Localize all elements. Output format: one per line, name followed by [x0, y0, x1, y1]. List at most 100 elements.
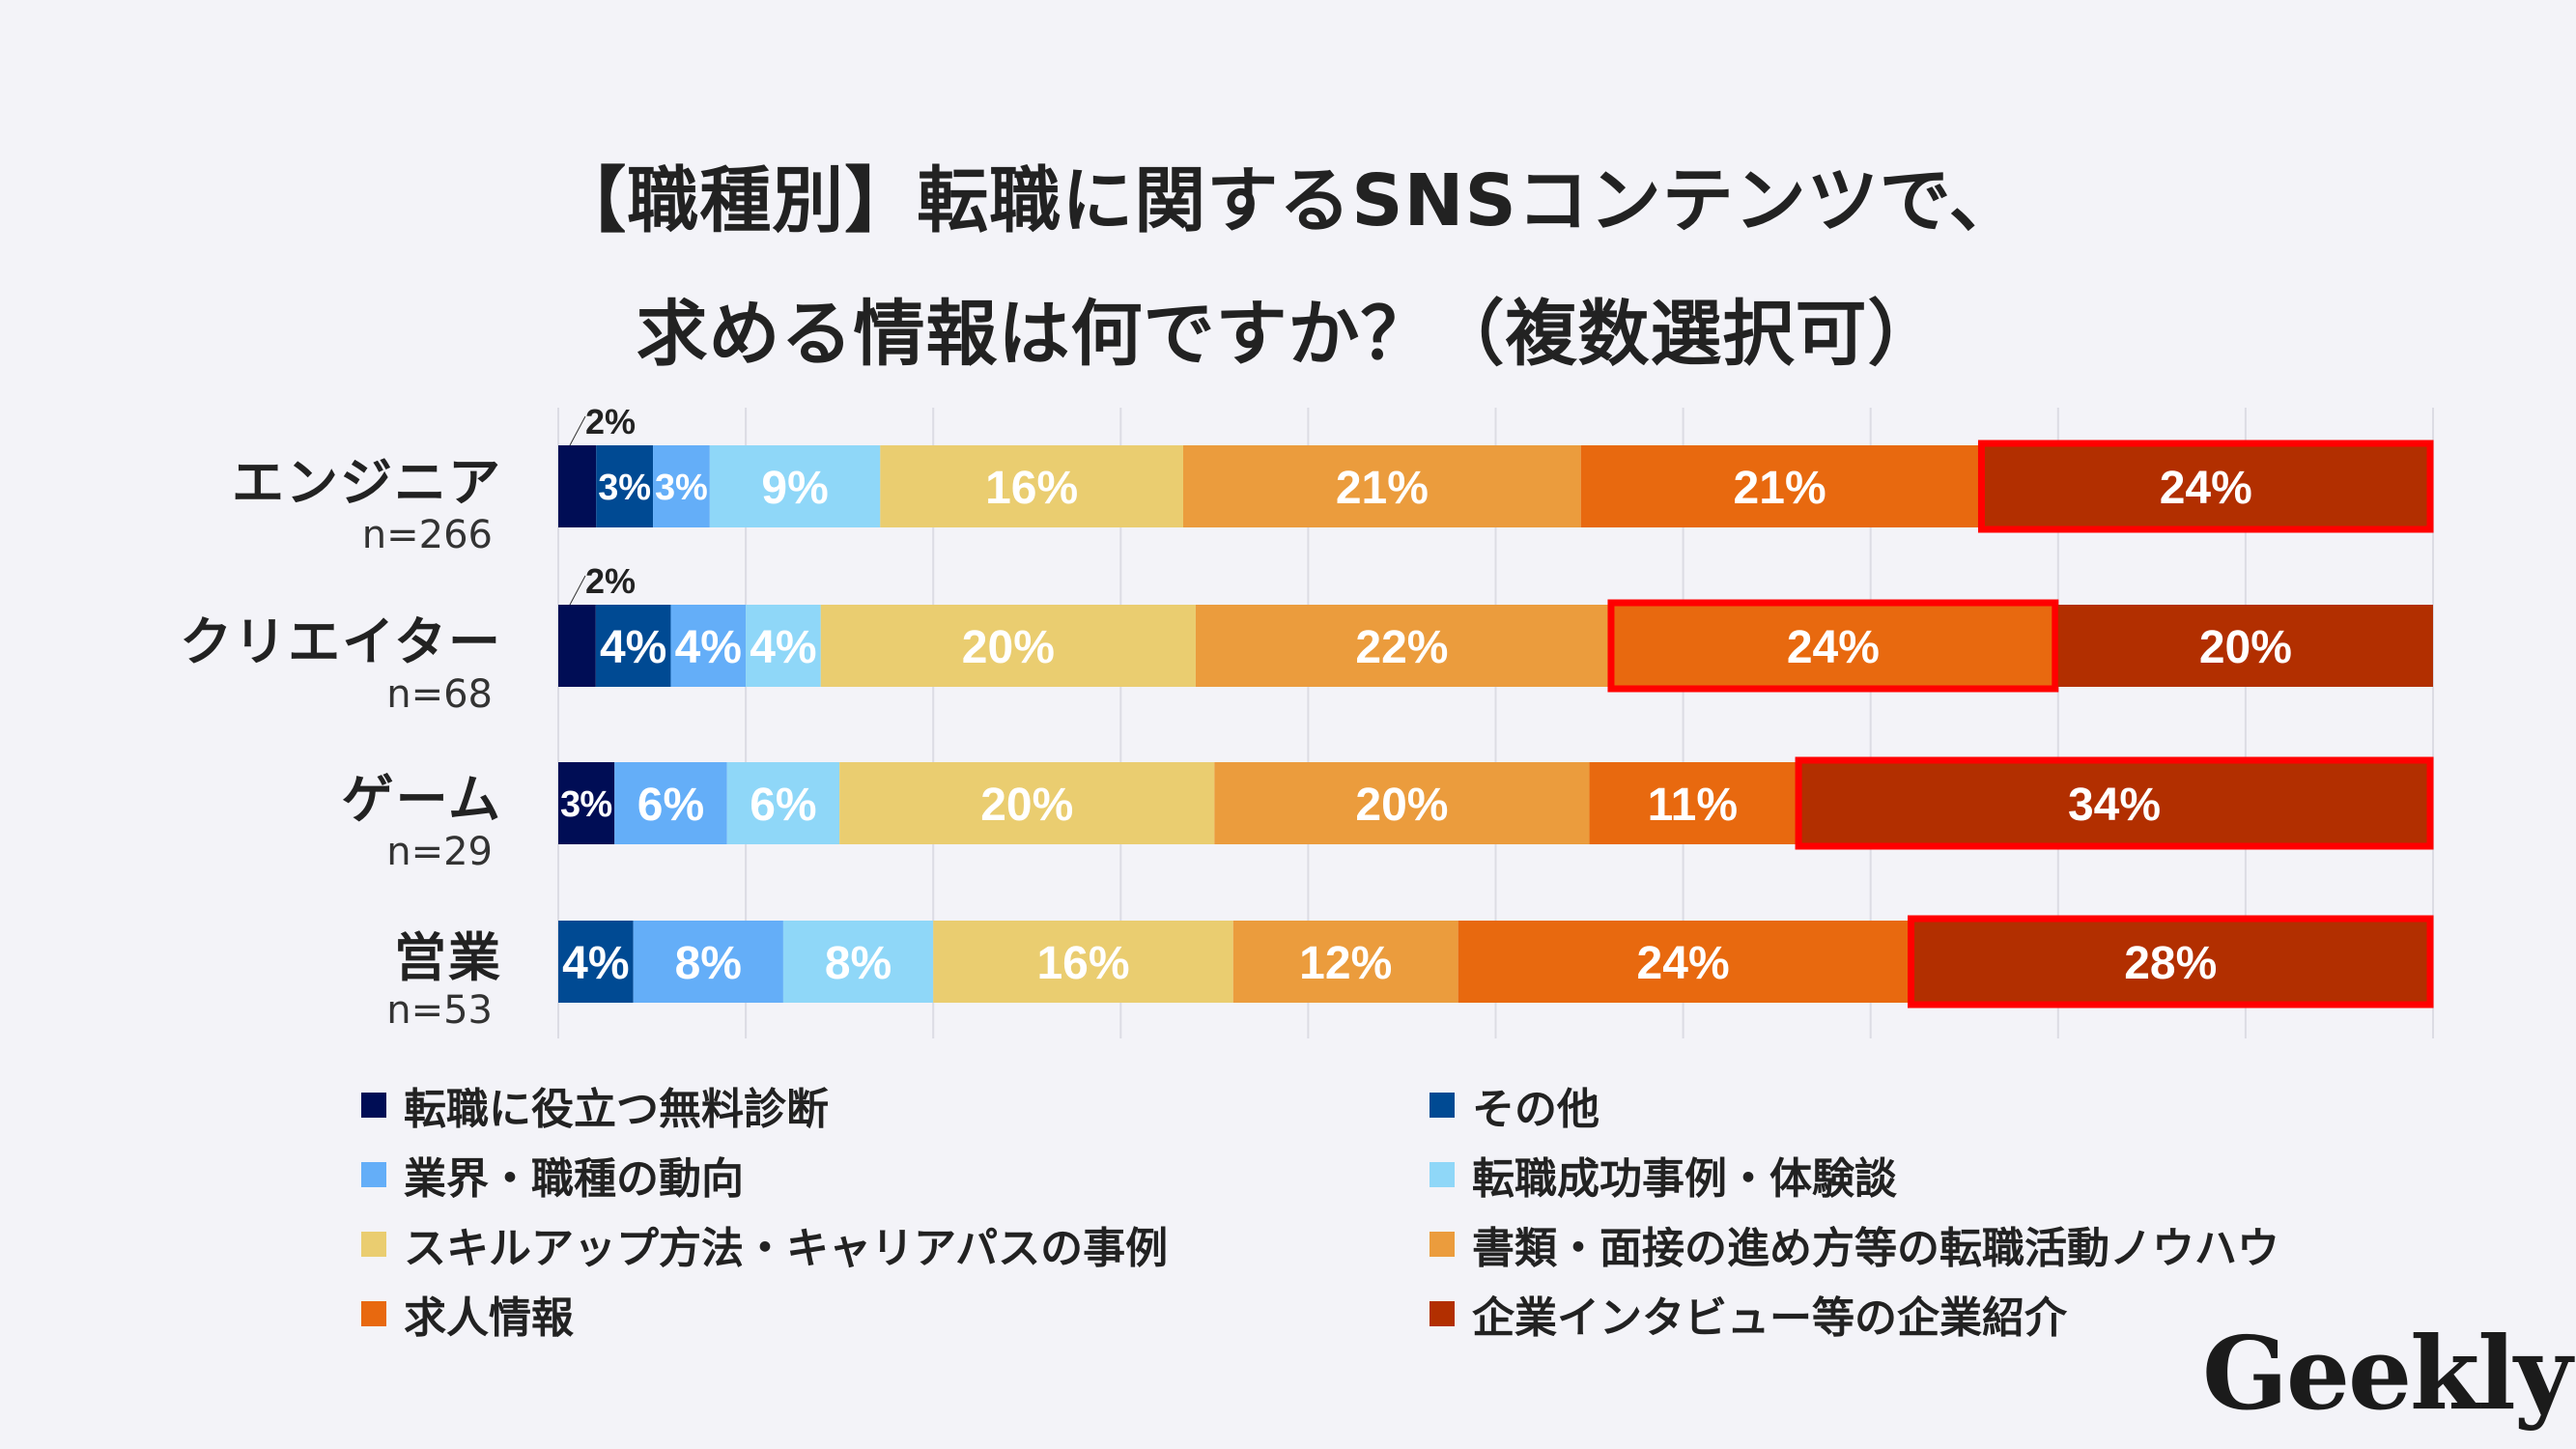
bar-segment	[1908, 921, 2433, 1003]
bar-segment	[670, 605, 747, 687]
data-label: 4%	[600, 622, 666, 673]
legend-swatch	[1430, 1162, 1455, 1187]
bar-segment	[820, 605, 1196, 687]
chart-title-line-2: 求める情報は何ですか？（複数選択可）	[636, 293, 1940, 376]
bar-segment	[558, 605, 596, 687]
bar-segment	[558, 445, 597, 527]
bar-segment	[653, 445, 710, 527]
bar-segment	[1978, 445, 2433, 527]
data-label: 22%	[1355, 622, 1448, 673]
legend-swatch	[1430, 1232, 1455, 1257]
bar-segment	[1580, 445, 1979, 527]
data-label: 21%	[1336, 463, 1429, 514]
data-label: 20%	[1355, 780, 1448, 831]
legend-swatch	[361, 1232, 386, 1257]
data-label: 34%	[2068, 780, 2161, 831]
bar-segment	[880, 445, 1183, 527]
legend-item: 業界・職種の動向	[361, 1144, 744, 1206]
bar-segment	[1589, 762, 1797, 844]
legend-swatch	[361, 1093, 386, 1118]
data-label: 6%	[750, 780, 816, 831]
category-label: 営業	[394, 927, 502, 988]
category-label: エンジニア	[232, 452, 502, 513]
geekly-logo: Geekly	[2202, 1314, 2572, 1433]
sample-size-label: n=53	[386, 988, 493, 1033]
legend-item: その他	[1430, 1074, 1599, 1136]
bar-segment	[633, 921, 783, 1003]
leader-line	[569, 415, 586, 446]
bar-segment	[1796, 762, 2433, 844]
legend-swatch	[361, 1301, 386, 1326]
bar-segment	[1232, 921, 1458, 1003]
category-label: ゲーム	[341, 769, 502, 830]
legend-swatch	[361, 1162, 386, 1187]
bar-segment	[1458, 921, 1909, 1003]
highlight-box	[1795, 756, 2434, 850]
bar-segment	[595, 605, 671, 687]
bar-segment	[558, 921, 634, 1003]
legend-label: 書類・面接の進め方等の転職活動ノウハウ	[1472, 1224, 2279, 1273]
data-label: 21%	[1734, 463, 1826, 514]
legend-label: スキルアップ方法・キャリアパスの事例	[404, 1224, 1169, 1273]
data-label: 4%	[750, 622, 816, 673]
data-label: 3%	[655, 468, 708, 508]
data-label: 4%	[675, 622, 742, 673]
data-label: 8%	[675, 938, 742, 989]
data-label: 24%	[1787, 622, 1880, 673]
legend-label: 転職成功事例・体験談	[1472, 1154, 1897, 1204]
legend-label: 業界・職種の動向	[404, 1154, 744, 1204]
bar-segment	[726, 762, 840, 844]
data-label: 24%	[2160, 463, 2252, 514]
sample-size-label: n=29	[386, 830, 493, 874]
legend-item: 転職成功事例・体験談	[1430, 1144, 1897, 1206]
data-label: 24%	[1637, 938, 1730, 989]
bar-segment	[746, 605, 821, 687]
data-label: 20%	[2199, 622, 2292, 673]
bar-segment	[782, 921, 934, 1003]
legend-item: スキルアップ方法・キャリアパスの事例	[361, 1213, 1168, 1275]
bar-segment	[1214, 762, 1590, 844]
data-label: 9%	[761, 463, 828, 514]
legend-item: 書類・面接の進め方等の転職活動ノウハウ	[1430, 1213, 2279, 1275]
chart-title-line-1: 【職種別】転職に関するSNSコンテンツで、	[554, 159, 2022, 242]
bar-segment	[933, 921, 1233, 1003]
legend-swatch	[1430, 1093, 1455, 1118]
data-label: 2%	[585, 402, 636, 441]
bar-segment	[839, 762, 1215, 844]
legend-item: 求人情報	[361, 1283, 574, 1345]
legend-label: 求人情報	[404, 1293, 574, 1343]
data-label: 16%	[985, 463, 1078, 514]
bar-segment	[596, 445, 654, 527]
bar-segment	[558, 762, 615, 844]
data-label: 8%	[825, 938, 892, 989]
data-label: 2%	[585, 561, 636, 601]
data-label: 20%	[980, 780, 1073, 831]
data-label: 3%	[598, 468, 651, 508]
data-label: 4%	[562, 938, 629, 989]
leader-line	[569, 575, 586, 606]
data-label: 16%	[1036, 938, 1129, 989]
highlight-box	[1977, 440, 2434, 533]
highlight-box	[1908, 915, 2434, 1009]
bar-segment	[2057, 605, 2433, 687]
bar-segment	[614, 762, 727, 844]
data-label: 20%	[962, 622, 1055, 673]
legend-item: 転職に役立つ無料診断	[361, 1074, 829, 1136]
data-label: 28%	[2124, 938, 2217, 989]
sample-size-label: n=68	[386, 672, 493, 717]
legend-item: 企業インタビュー等の企業紹介	[1430, 1283, 2067, 1345]
data-label: 11%	[1648, 780, 1738, 831]
legend-label: その他	[1472, 1085, 1599, 1134]
bar-segment	[1607, 605, 2058, 687]
highlight-box	[1607, 599, 2059, 693]
sample-size-label: n=266	[361, 513, 493, 557]
legend-label: 転職に役立つ無料診断	[404, 1085, 829, 1134]
legend-swatch	[1430, 1301, 1455, 1326]
data-label: 12%	[1299, 938, 1392, 989]
legend-label: 企業インタビュー等の企業紹介	[1472, 1293, 2067, 1343]
category-label: クリエイター	[180, 611, 502, 672]
bar-segment	[1183, 445, 1581, 527]
bar-segment	[1195, 605, 1608, 687]
data-label: 6%	[637, 780, 704, 831]
